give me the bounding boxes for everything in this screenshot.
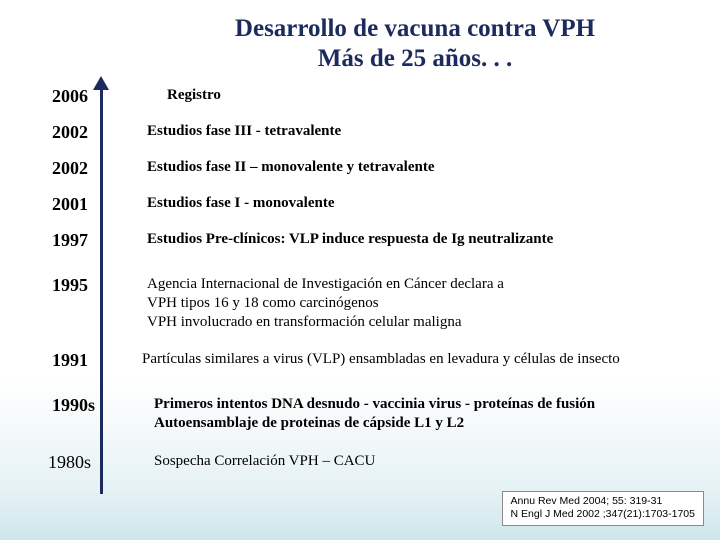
timeline-year: 1995 [22, 275, 112, 296]
timeline-row: 1995Agencia Internacional de Investigaci… [22, 275, 712, 331]
timeline-desc: Primeros intentos DNA desnudo - vaccinia… [112, 395, 712, 433]
timeline-year: 2002 [22, 122, 112, 143]
timeline-row: 2002Estudios fase III - tetravalente [22, 122, 712, 143]
timeline-year: 1980s [18, 452, 108, 473]
timeline-desc: Sospecha Correlación VPH – CACU [108, 452, 708, 471]
timeline-desc: Estudios fase II – monovalente y tetrava… [112, 158, 712, 177]
slide-title: Desarrollo de vacuna contra VPH Más de 2… [0, 0, 720, 74]
citation-line2: N Engl J Med 2002 ;347(21):1703-1705 [511, 508, 695, 522]
timeline-desc: Partículas similares a virus (VLP) ensam… [112, 350, 712, 369]
timeline-row: 2001Estudios fase I - monovalente [22, 194, 712, 215]
title-line2: Más de 25 años. . . [150, 44, 680, 74]
timeline-row: 1980sSospecha Correlación VPH – CACU [18, 452, 708, 473]
timeline-desc: Estudios Pre-clínicos: VLP induce respue… [112, 230, 712, 249]
citation-box: Annu Rev Med 2004; 55: 319-31 N Engl J M… [502, 491, 704, 526]
timeline-row: 1990sPrimeros intentos DNA desnudo - vac… [22, 395, 712, 433]
timeline-desc: Estudios fase I - monovalente [112, 194, 712, 213]
timeline-desc: Estudios fase III - tetravalente [112, 122, 712, 141]
timeline-year: 2001 [22, 194, 112, 215]
timeline-year: 1990s [22, 395, 112, 416]
timeline-row: 2006Registro [22, 86, 712, 107]
timeline-desc: Agencia Internacional de Investigación e… [112, 275, 712, 331]
timeline-desc: Registro [112, 86, 712, 105]
timeline-year: 1991 [22, 350, 112, 371]
timeline-year: 2002 [22, 158, 112, 179]
title-line1: Desarrollo de vacuna contra VPH [150, 14, 680, 44]
timeline-year: 1997 [22, 230, 112, 251]
timeline-row: 1991Partículas similares a virus (VLP) e… [22, 350, 712, 371]
timeline-year: 2006 [22, 86, 112, 107]
timeline-row: 1997Estudios Pre-clínicos: VLP induce re… [22, 230, 712, 251]
citation-line1: Annu Rev Med 2004; 55: 319-31 [511, 495, 695, 509]
timeline-row: 2002Estudios fase II – monovalente y tet… [22, 158, 712, 179]
